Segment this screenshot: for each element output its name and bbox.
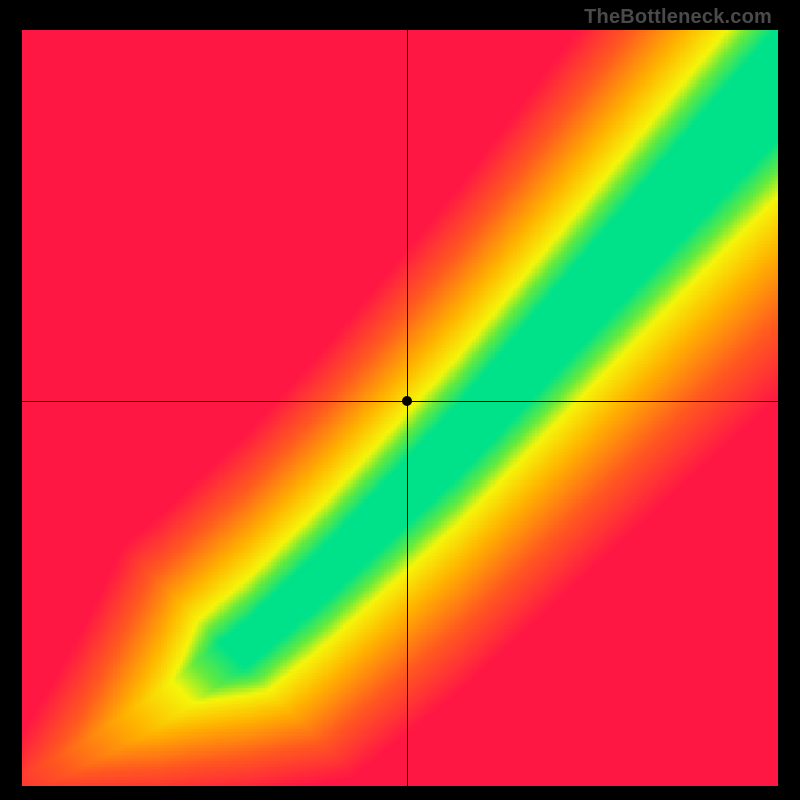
crosshair-horizontal (22, 401, 778, 402)
crosshair-marker (402, 396, 412, 406)
watermark-text: TheBottleneck.com (584, 6, 772, 29)
crosshair-vertical (407, 30, 408, 786)
heatmap-canvas (22, 30, 778, 786)
bottleneck-heatmap: { "watermark": { "text": "TheBottleneck.… (0, 0, 800, 800)
